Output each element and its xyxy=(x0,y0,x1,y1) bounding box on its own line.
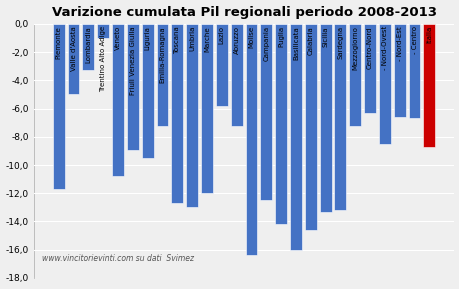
Bar xyxy=(82,24,94,71)
Text: Lombardia: Lombardia xyxy=(85,26,91,63)
Text: Centro-Nord: Centro-Nord xyxy=(366,26,372,68)
Text: Friuli Venezia Giulia: Friuli Venezia Giulia xyxy=(129,26,135,95)
Bar xyxy=(156,24,168,125)
Text: - Nord-Est: - Nord-Est xyxy=(396,26,402,61)
Text: Mezzogiorno: Mezzogiorno xyxy=(352,26,358,70)
Text: Veneto: Veneto xyxy=(115,26,121,50)
Text: Lazio: Lazio xyxy=(218,26,224,44)
Text: Basilicata: Basilicata xyxy=(292,26,298,60)
Text: Calabria: Calabria xyxy=(307,26,313,55)
Bar xyxy=(67,24,79,95)
Bar xyxy=(378,24,390,144)
Bar xyxy=(348,24,360,125)
Text: Liguria: Liguria xyxy=(145,26,151,50)
Text: Puglia: Puglia xyxy=(278,26,284,47)
Text: Valle d'Aosta: Valle d'Aosta xyxy=(70,26,76,71)
Bar xyxy=(53,24,65,189)
Bar xyxy=(364,24,375,113)
Bar xyxy=(408,24,420,118)
Bar xyxy=(215,24,227,106)
Text: Campania: Campania xyxy=(263,26,269,61)
Text: Abruzzo: Abruzzo xyxy=(233,26,239,54)
Bar xyxy=(230,24,242,125)
Text: - Centro: - Centro xyxy=(411,26,417,54)
Text: www.vincitorievinti.com su dati  Svimez: www.vincitorievinti.com su dati Svimez xyxy=(42,254,194,263)
Text: Italia: Italia xyxy=(425,26,431,43)
Bar xyxy=(141,24,153,158)
Bar xyxy=(171,24,183,203)
Text: Molise: Molise xyxy=(248,26,254,48)
Bar xyxy=(260,24,272,200)
Text: Trentino Alto Adige: Trentino Alto Adige xyxy=(100,26,106,92)
Text: Umbria: Umbria xyxy=(189,26,195,51)
Bar xyxy=(245,24,257,255)
Bar xyxy=(97,24,109,38)
Bar xyxy=(201,24,213,193)
Text: Sardegna: Sardegna xyxy=(337,26,343,59)
Bar xyxy=(319,24,331,212)
Text: Emilia-Romagna: Emilia-Romagna xyxy=(159,26,165,83)
Text: - Nord-Ovest: - Nord-Ovest xyxy=(381,26,387,70)
Text: Marche: Marche xyxy=(203,26,209,52)
Bar xyxy=(393,24,405,117)
Bar xyxy=(186,24,198,208)
Bar xyxy=(289,24,301,250)
Text: Piemonte: Piemonte xyxy=(56,26,62,59)
Text: Toscana: Toscana xyxy=(174,26,180,54)
Bar xyxy=(334,24,346,210)
Bar xyxy=(112,24,123,176)
Bar xyxy=(304,24,316,230)
Text: Sicilia: Sicilia xyxy=(322,26,328,47)
Title: Varizione cumulata Pil regionali periodo 2008-2013: Varizione cumulata Pil regionali periodo… xyxy=(51,5,436,18)
Bar xyxy=(423,24,434,147)
Bar xyxy=(274,24,286,224)
Bar xyxy=(127,24,139,149)
